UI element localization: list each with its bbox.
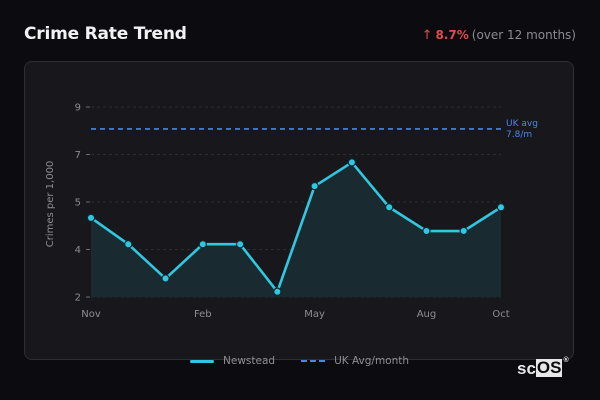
- data-point[interactable]: [422, 226, 431, 236]
- data-point[interactable]: [459, 226, 468, 236]
- logo-os: OS: [535, 358, 563, 377]
- change-percent: 8.7%: [435, 28, 469, 42]
- legend-label: UK Avg/month: [334, 355, 410, 367]
- solid-line-swatch-icon: [190, 359, 214, 363]
- data-point[interactable]: [235, 240, 245, 249]
- legend-item-newstead[interactable]: Newstead: [190, 355, 275, 367]
- data-point[interactable]: [161, 274, 170, 283]
- y-tick-label: 2: [75, 293, 81, 304]
- legend-label: Newstead: [223, 355, 276, 367]
- data-point[interactable]: [310, 181, 319, 191]
- x-tick-label: Oct: [492, 309, 509, 320]
- uk-avg-label: UK avg: [506, 119, 538, 129]
- y-tick-label: 4: [75, 245, 81, 256]
- y-tick-label: 9: [75, 103, 81, 114]
- area-fill: [91, 162, 501, 297]
- dashed-line-swatch-icon: [301, 360, 326, 362]
- trend-change: ↑ 8.7% (over 12 months): [422, 28, 576, 43]
- y-tick-label: 7: [75, 150, 81, 161]
- logo-registered: ®: [563, 357, 569, 364]
- chart-title: Crime Rate Trend: [24, 24, 187, 44]
- chart-legend: Newstead UK Avg/month: [190, 355, 409, 367]
- y-tick-label: 5: [75, 198, 81, 209]
- data-point[interactable]: [86, 213, 96, 223]
- uk-avg-value: 7.8/m: [506, 130, 532, 140]
- data-point[interactable]: [198, 240, 208, 249]
- newstead-line: [90, 161, 502, 294]
- y-axis-label: Crimes per 1,000: [45, 161, 56, 248]
- x-tick-label: Nov: [81, 309, 101, 320]
- scos-logo: sc OS ®: [517, 357, 569, 379]
- chart-panel: [24, 61, 574, 360]
- x-tick-label: Aug: [417, 309, 437, 320]
- x-tick-label: May: [304, 309, 325, 320]
- data-point[interactable]: [384, 203, 394, 212]
- up-arrow-icon: ↑: [421, 28, 433, 43]
- data-point[interactable]: [273, 287, 282, 296]
- change-period: (over 12 months): [471, 28, 576, 42]
- data-point[interactable]: [347, 158, 357, 167]
- logo-sc: sc: [517, 359, 536, 378]
- data-point[interactable]: [124, 240, 133, 249]
- x-tick-label: Feb: [194, 309, 212, 320]
- legend-item-uk-avg[interactable]: UK Avg/month: [301, 355, 409, 367]
- data-point[interactable]: [496, 203, 506, 212]
